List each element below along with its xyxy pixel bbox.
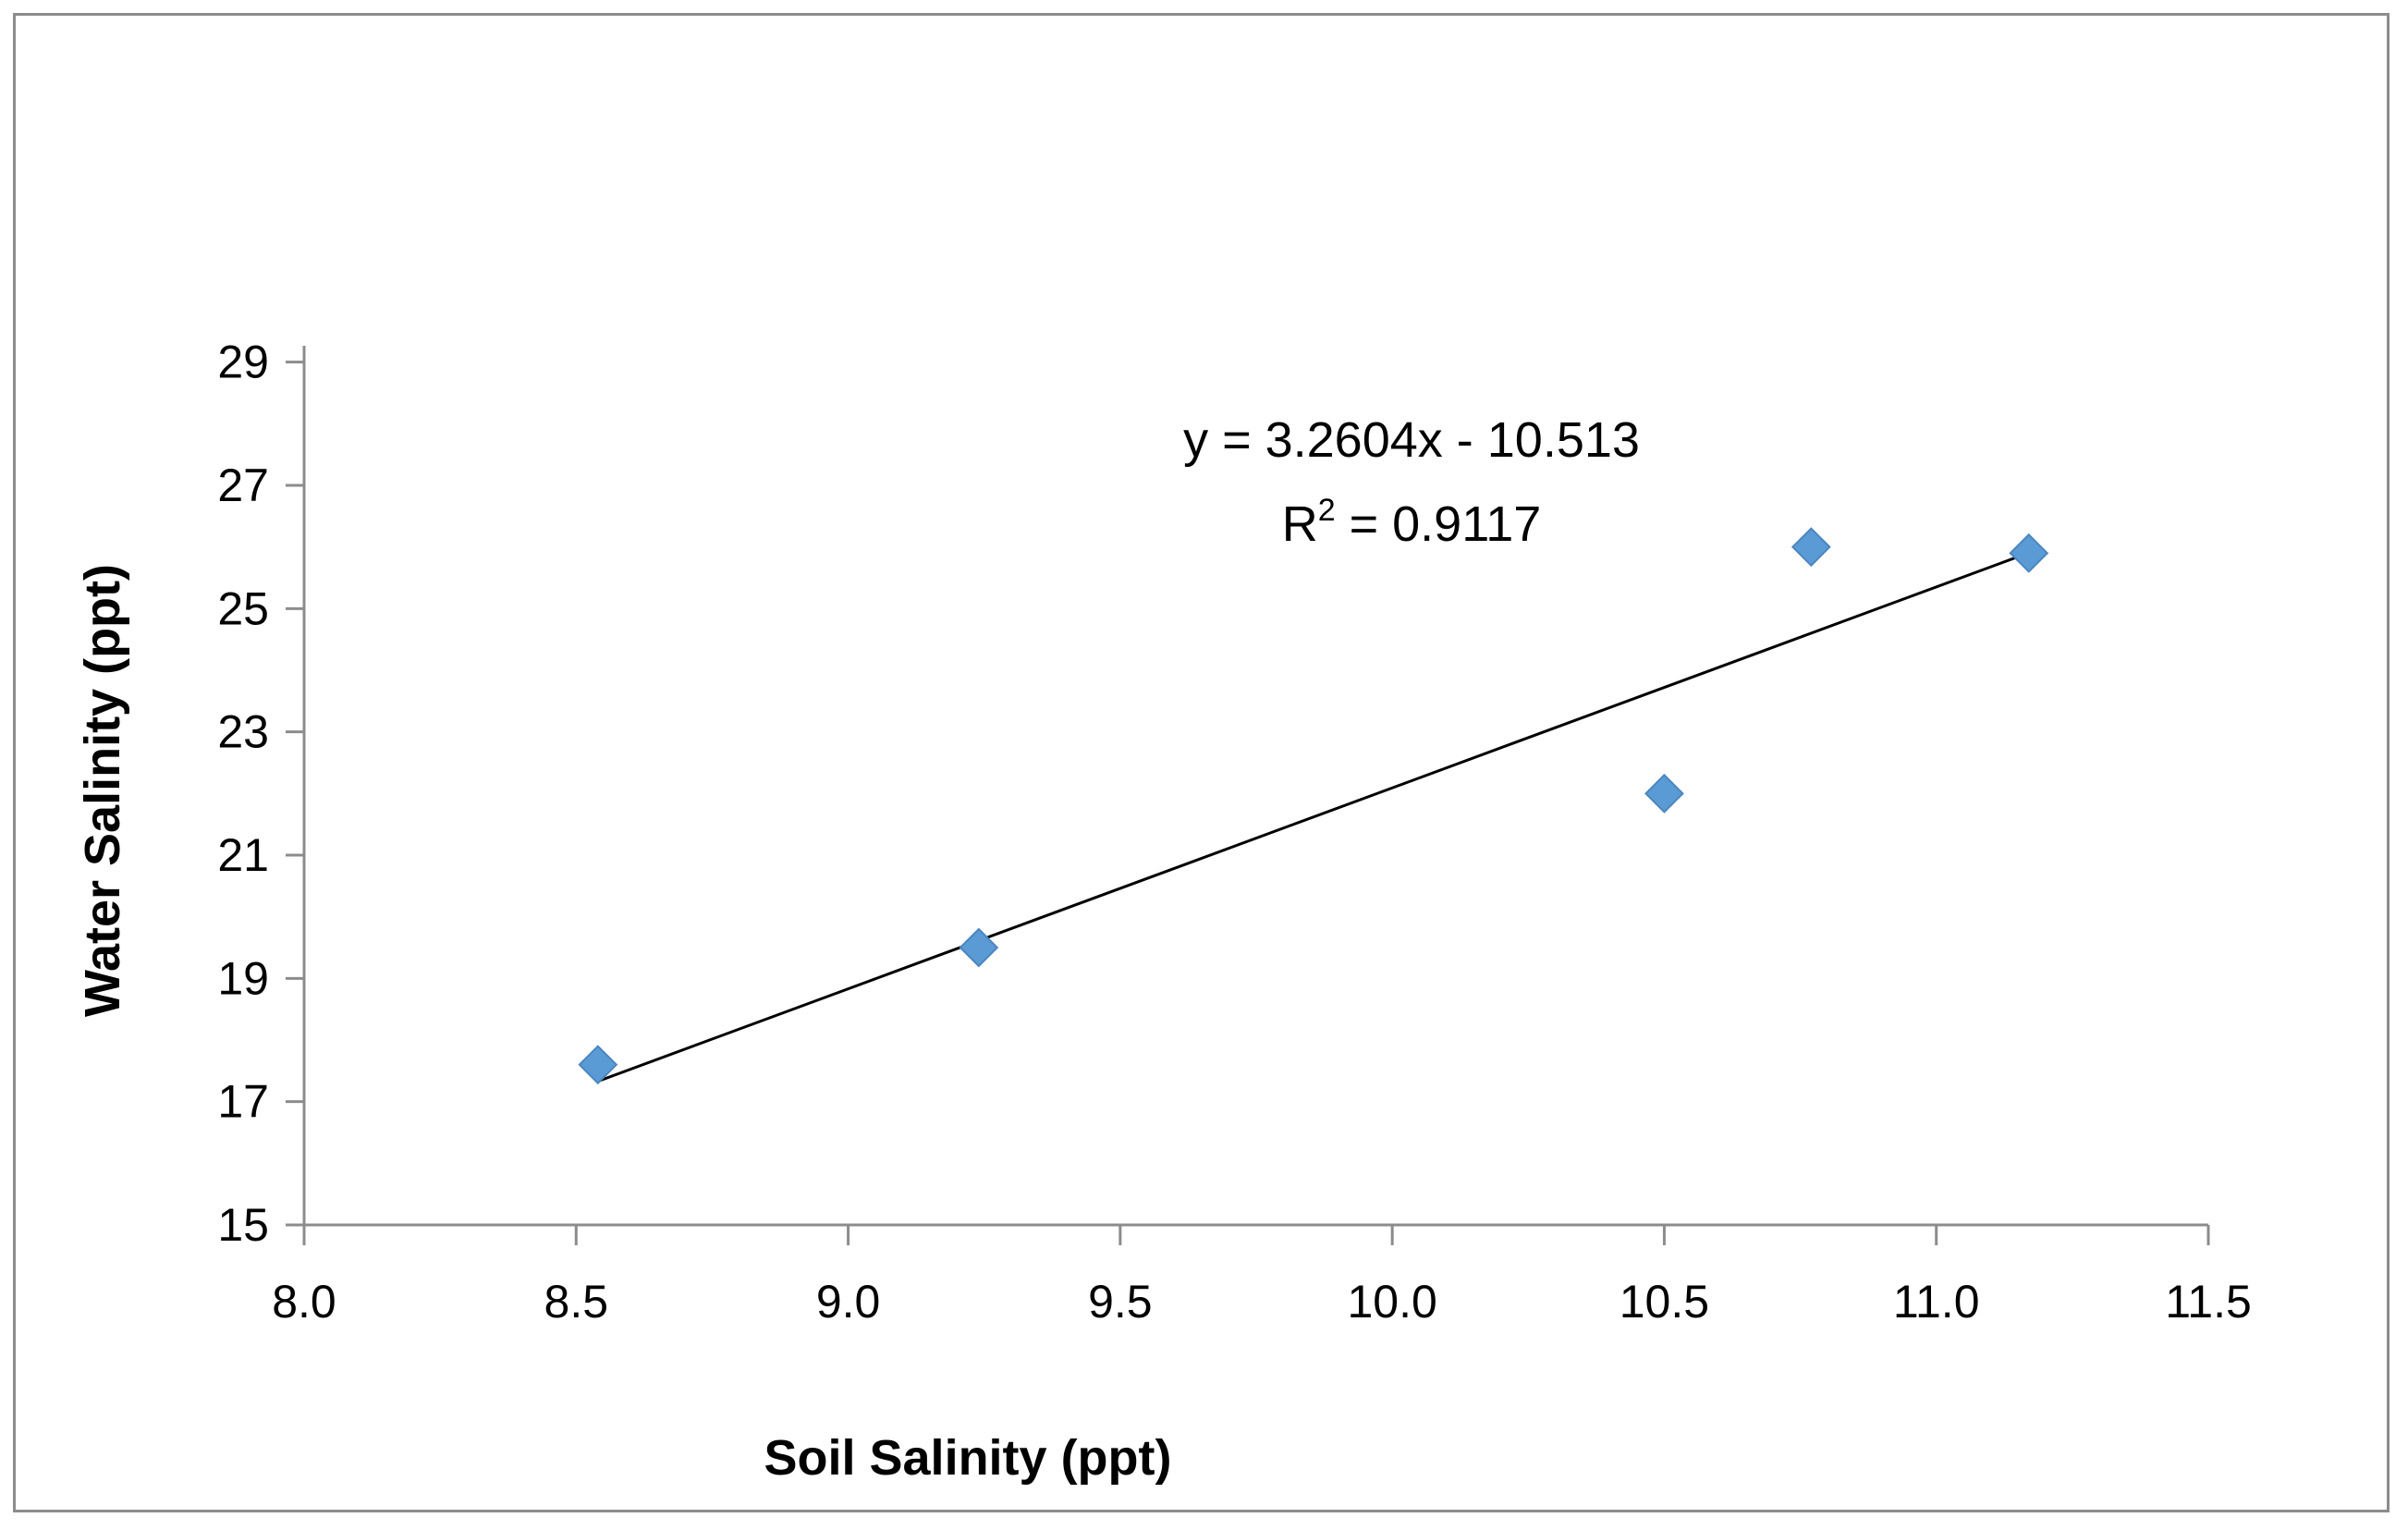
data-point-5 <box>2009 532 2049 573</box>
y-tick-label-15: 15 <box>217 1199 269 1251</box>
trendline-equation: y = 3.2604x - 10.513 <box>1183 412 1640 468</box>
trendline-r2: R2 = 0.9117 <box>1282 493 1542 552</box>
axes: 15 17 19 21 23 25 27 29 8.0 8.5 9.0 9.5 10.0 10.5 11.0… <box>217 337 2251 1328</box>
x-tick-label-10.5: 10.5 <box>1620 1276 1709 1328</box>
data-point-2 <box>959 927 999 968</box>
r2-prefix: R <box>1282 496 1318 552</box>
y-tick-label-17: 17 <box>217 1076 269 1128</box>
trendline <box>597 551 2030 1083</box>
r2-superscript: 2 <box>1318 493 1336 528</box>
x-tick-label-9.0: 9.0 <box>816 1276 881 1328</box>
x-tick-label-9.5: 9.5 <box>1088 1276 1153 1328</box>
y-tick-label-27: 27 <box>217 459 269 511</box>
data-point-4 <box>1791 527 1831 568</box>
x-tick-label-8.0: 8.0 <box>272 1276 336 1328</box>
x-tick-label-8.5: 8.5 <box>544 1276 609 1328</box>
r2-value: = 0.9117 <box>1336 496 1542 552</box>
trendline-group <box>597 551 2030 1083</box>
labels: y = 3.2604x - 10.513 R2 = 0.9117 Soil Sa… <box>75 412 1640 1486</box>
scatter-chart: 15 17 19 21 23 25 27 29 8.0 8.5 9.0 9.5 10.0 10.5 11.0… <box>75 337 2252 1486</box>
data-point-3 <box>1644 773 1684 814</box>
y-axis-title: Water Salinity (ppt) <box>75 564 130 1017</box>
x-tick-label-10.0: 10.0 <box>1347 1276 1436 1328</box>
x-tick-label-11.5: 11.5 <box>2165 1276 2252 1328</box>
chart-frame: 15 17 19 21 23 25 27 29 8.0 8.5 9.0 9.5 10.0 10.5 11.0… <box>13 13 2390 1512</box>
data-point-1 <box>578 1045 618 1085</box>
y-tick-label-23: 23 <box>217 706 269 758</box>
y-tick-label-21: 21 <box>217 829 269 881</box>
data-points <box>578 527 2049 1085</box>
x-tick-label-11.0: 11.0 <box>1893 1276 1980 1328</box>
y-tick-label-19: 19 <box>217 952 269 1004</box>
y-tick-label-25: 25 <box>217 582 269 634</box>
x-axis-title: Soil Salinity (ppt) <box>764 1430 1172 1486</box>
y-tick-label-29: 29 <box>217 337 269 388</box>
